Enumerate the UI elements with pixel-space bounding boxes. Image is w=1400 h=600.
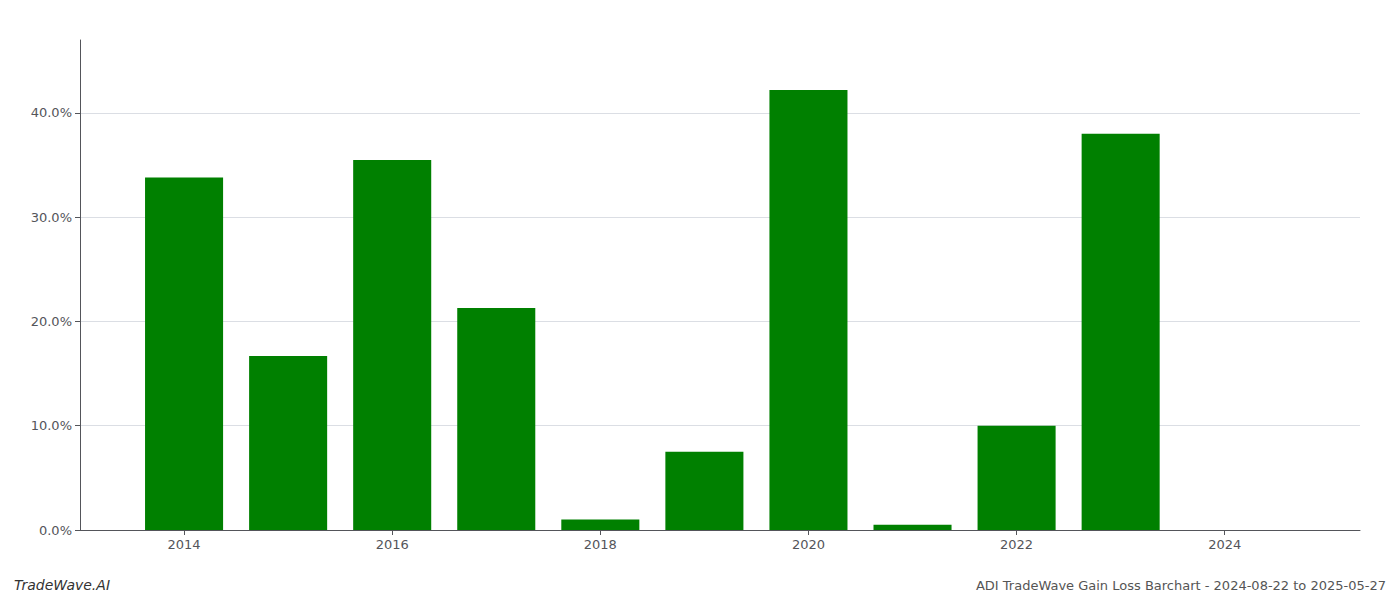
svg-text:40.0%: 40.0% [31,105,72,120]
svg-text:30.0%: 30.0% [31,210,72,225]
svg-text:10.0%: 10.0% [31,418,72,433]
svg-text:0.0%: 0.0% [39,523,72,538]
svg-text:2016: 2016 [376,537,409,552]
svg-text:2018: 2018 [584,537,617,552]
svg-text:20.0%: 20.0% [31,314,72,329]
svg-text:2014: 2014 [168,537,201,552]
svg-text:2024: 2024 [1208,537,1241,552]
svg-text:2020: 2020 [792,537,825,552]
svg-text:TradeWave.AI: TradeWave.AI [14,577,110,593]
svg-text:2022: 2022 [1000,537,1033,552]
svg-text:ADI TradeWave Gain Loss Barcha: ADI TradeWave Gain Loss Barchart - 2024-… [976,578,1386,593]
